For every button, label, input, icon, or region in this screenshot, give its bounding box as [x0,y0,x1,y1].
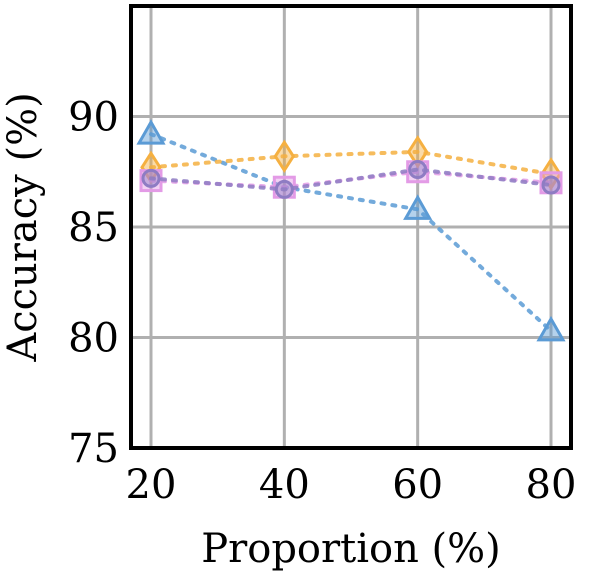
data-point-circle [408,160,428,180]
series-line-circle [149,167,553,192]
x-tick-label: 20 [126,462,177,508]
data-point-diamond [273,139,296,174]
data-point-circle [141,168,161,188]
x-axis-label: Proportion (%) [201,526,501,572]
series-triangle [136,119,566,342]
series-line-diamond [149,149,553,176]
data-point-triangle [136,119,166,145]
y-tick-label: 75 [68,426,119,472]
data-point-circle [541,175,561,195]
y-tick-label: 90 [68,95,119,141]
x-tick-label: 80 [526,462,577,508]
grid [131,6,571,450]
series-line-triangle [149,132,553,333]
plot-frame [129,4,573,450]
y-tick-label: 85 [68,205,119,251]
series-layer [136,119,566,342]
series-circle [141,160,561,199]
data-point-circle [274,179,294,199]
x-tick-label: 40 [259,462,310,508]
x-tick-label: 60 [392,462,443,508]
data-point-triangle [536,315,566,342]
x-axis-ticks: 20 40 60 80 [126,462,577,508]
y-axis-label: Accuracy (%) [0,92,46,362]
y-axis-ticks: 75 80 85 90 [68,95,119,473]
data-point-triangle [403,194,433,220]
data-point-diamond [406,135,429,169]
y-tick-label: 80 [68,316,119,362]
